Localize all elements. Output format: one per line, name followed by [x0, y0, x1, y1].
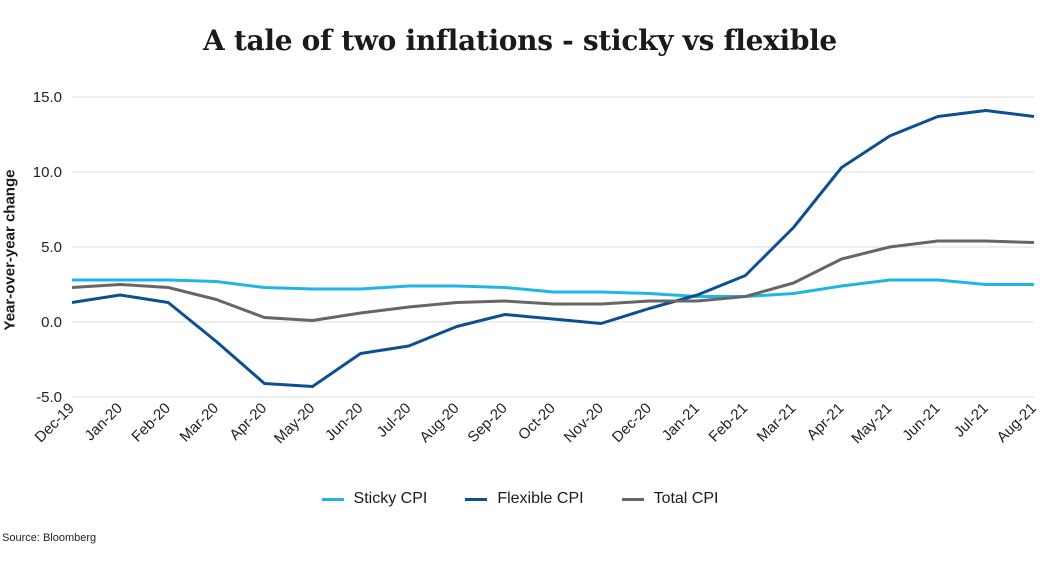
y-tick-label: 10.0	[33, 164, 62, 181]
legend-swatch-flexible	[465, 497, 488, 501]
x-tick-label: Jun-20	[322, 400, 366, 444]
legend-label-total: Total CPI	[653, 490, 719, 507]
legend: Sticky CPI Flexible CPI Total CPI	[0, 490, 1040, 508]
x-tick-label: Aug-21	[994, 400, 1040, 446]
chart-title: A tale of two inflations - sticky vs fle…	[203, 24, 837, 57]
x-tick-label: Dec-20	[609, 400, 655, 446]
series-line-flexible-cpi	[71, 109, 1035, 388]
x-tick-label: May-20	[271, 400, 318, 447]
x-tick-label: Oct-20	[515, 400, 559, 444]
x-tick-label: Feb-20	[128, 400, 174, 446]
x-tick-label: Aug-20	[416, 400, 462, 446]
x-tick-label: Mar-21	[754, 400, 800, 446]
x-tick-label: Jan-21	[659, 400, 703, 444]
series-lines	[71, 109, 1035, 388]
series-line-sticky-cpi	[72, 278, 1034, 298]
legend-swatch-total	[621, 497, 644, 501]
x-tick-label: Mar-20	[177, 400, 223, 446]
legend-item-total[interactable]: Total CPI	[621, 490, 719, 508]
x-tick-label: Feb-21	[706, 400, 752, 446]
gridlines	[72, 96, 1034, 398]
x-tick-label: Nov-20	[561, 400, 607, 446]
x-tick-label: May-21	[848, 400, 895, 447]
y-tick-labels: 15.0 10.0 5.0 0.0 -5.0	[33, 89, 62, 406]
x-tick-label: Jan-20	[81, 400, 125, 444]
x-tick-label: Dec-19	[32, 400, 78, 446]
x-tick-label: Apr-20	[226, 400, 270, 444]
x-tick-label: Jul-21	[951, 400, 992, 441]
legend-swatch-sticky	[321, 497, 344, 501]
y-tick-label: 0.0	[41, 314, 62, 331]
legend-item-flexible[interactable]: Flexible CPI	[465, 490, 584, 508]
x-tick-label: Jun-21	[899, 400, 943, 444]
y-tick-label: 5.0	[41, 239, 62, 256]
legend-item-sticky[interactable]: Sticky CPI	[321, 490, 428, 508]
line-chart: 15.010.05.00.0-5.0 Dec-19 Jan-20 Feb-20 Mar…	[32, 89, 1040, 447]
x-tick-label: Apr-21	[804, 400, 848, 444]
legend-label-sticky: Sticky CPI	[353, 490, 428, 507]
y-tick-label: -5.0	[36, 389, 62, 406]
y-tick-label: 15.0	[33, 89, 62, 106]
legend-label-flexible: Flexible CPI	[497, 490, 584, 507]
x-tick-label: Sep-20	[465, 400, 511, 446]
source-note: Source: Bloomberg	[2, 532, 97, 544]
x-tick-label: Jul-20	[374, 400, 415, 441]
series-line-total-cpi	[71, 239, 1035, 322]
x-tick-labels: Dec-19 Jan-20 Feb-20 Mar-20 Apr-20 May-20 Jun-…	[32, 400, 1040, 447]
